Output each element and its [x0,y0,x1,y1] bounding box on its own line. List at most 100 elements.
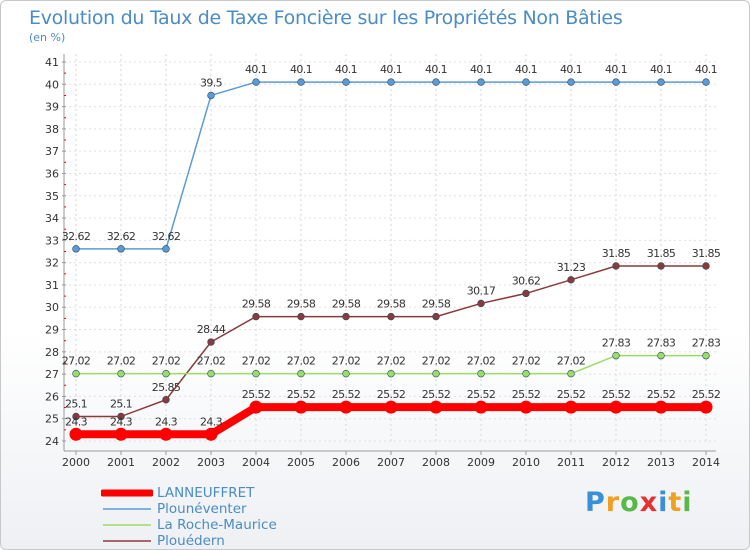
data-point [432,369,440,378]
proxiti-logo: Proxiti [585,487,693,518]
data-label: 27.02 [422,355,451,368]
x-tick-label: 2004 [242,456,270,469]
data-point [612,351,620,360]
x-tick-label: 2006 [332,456,360,469]
data-point [387,369,395,378]
data-point [117,369,125,378]
data-point [432,312,440,321]
data-point [207,338,215,346]
legend-label-lanneuffret: LANNEUFFRET [157,484,255,501]
data-point [117,245,125,253]
y-tick-label: 27 [45,368,59,381]
data-label: 32.62 [62,230,91,243]
data-label: 39.5 [200,76,223,89]
data-label: 40.1 [245,63,267,76]
data-label: 30.17 [467,284,496,297]
data-label: 25.52 [692,388,721,401]
data-label: 40.1 [695,63,717,76]
data-point [657,262,665,270]
data-label: 29.58 [332,298,361,311]
data-point [297,369,305,378]
chart-unit: (en %) [29,31,66,44]
logo-letter: o [620,487,640,518]
data-point [204,427,218,441]
data-label: 27.83 [647,337,676,350]
data-label: 25.52 [467,388,496,401]
x-tick-label: 2008 [422,456,450,469]
x-tick-label: 2012 [602,456,630,469]
data-label: 40.1 [290,63,312,76]
y-tick-label: 32 [45,257,59,270]
data-label: 27.02 [197,355,226,368]
data-label: 31.23 [557,261,586,274]
data-point [702,351,710,360]
data-point [522,289,530,298]
x-tick-label: 2013 [647,456,675,469]
y-tick-label: 36 [45,167,59,180]
data-point [162,369,170,378]
data-point [72,245,80,253]
data-label: 27.02 [557,355,586,368]
legend-item-plouedern: Plouédern [101,533,277,549]
data-label: 27.02 [467,355,496,368]
data-point [72,412,80,421]
data-point [252,312,260,321]
data-point [522,78,530,86]
data-point [159,427,173,441]
data-point [702,262,710,270]
data-point [294,400,308,414]
y-tick-label: 35 [45,190,59,203]
y-tick-label: 26 [45,390,59,403]
y-tick-label: 24 [45,435,59,448]
data-point [342,78,350,86]
x-tick-label: 2002 [152,456,180,469]
data-label: 27.02 [62,355,91,368]
data-label: 25.1 [110,397,132,410]
data-point [207,91,215,100]
chart-title: Evolution du Taux de Taxe Foncière sur l… [29,7,623,29]
data-label: 27.02 [377,355,406,368]
data-point [699,400,713,414]
data-label: 40.1 [425,63,447,76]
data-label: 40.1 [515,63,537,76]
data-point [477,299,485,308]
data-label: 40.1 [560,63,582,76]
y-tick-label: 28 [45,346,59,359]
x-tick-label: 2011 [557,456,585,469]
data-label: 40.1 [335,63,357,76]
data-point [429,400,443,414]
data-label: 29.58 [287,298,316,311]
logo-letter: x [639,487,659,518]
data-label: 31.85 [602,247,631,260]
data-label: 27.02 [332,355,361,368]
data-point [522,369,530,378]
y-tick-label: 31 [45,279,59,292]
x-tick-label: 2010 [512,456,540,469]
data-point [162,245,170,253]
data-label: 25.52 [557,388,586,401]
y-tick-label: 40 [45,78,59,91]
y-tick-label: 30 [45,301,59,314]
logo-letter: P [585,487,606,518]
x-tick-label: 2005 [287,456,315,469]
legend-label-la-roche-maurice: La Roche-Maurice [157,516,277,533]
data-point [477,78,485,86]
data-label: 40.1 [605,63,627,76]
data-label: 40.1 [380,63,402,76]
data-label: 25.52 [422,388,451,401]
data-point [342,369,350,378]
data-label: 24.3 [65,415,88,428]
legend-swatch-plouneventer [103,508,151,510]
data-point [249,400,263,414]
x-tick-label: 2007 [377,456,405,469]
y-tick-label: 29 [45,324,59,337]
data-label: 40.1 [470,63,492,76]
data-label: 25.1 [65,397,87,410]
data-label: 24.3 [200,415,223,428]
data-label: 28.44 [197,323,226,336]
data-label: 25.52 [242,388,271,401]
x-tick-label: 2000 [62,456,90,469]
data-point [162,396,170,404]
data-label: 30.62 [512,274,541,287]
